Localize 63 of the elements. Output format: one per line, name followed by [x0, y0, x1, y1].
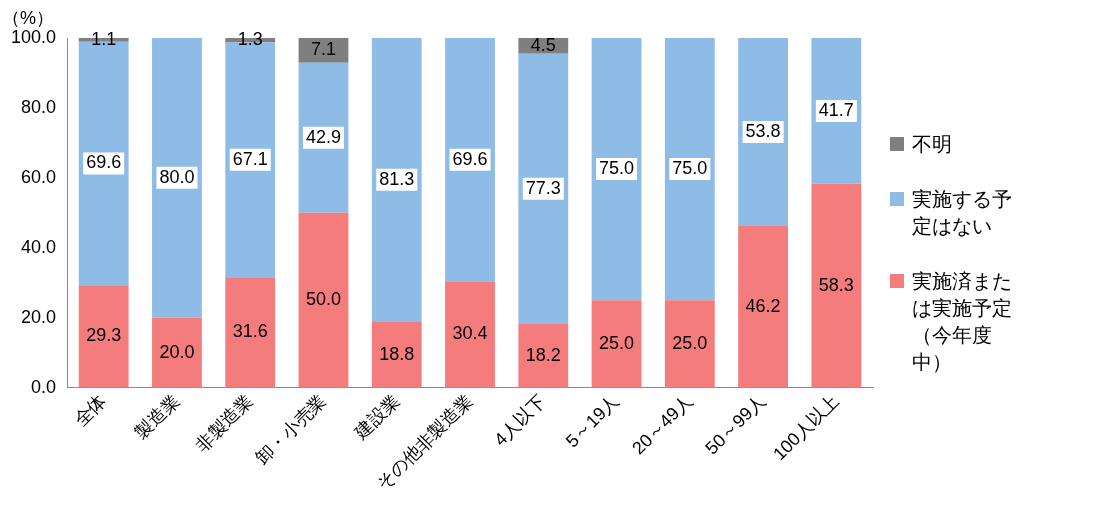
data-label: 67.1: [232, 148, 268, 169]
data-label: 20.0: [159, 341, 195, 362]
data-label: 18.2: [525, 344, 561, 365]
bar: [738, 38, 789, 227]
bar: [371, 38, 422, 322]
y-axis-title: （%）: [1, 7, 55, 28]
legend-label: 不明: [912, 131, 953, 157]
bar: [445, 38, 495, 282]
x-tick-label: 50～99人: [701, 390, 770, 459]
data-label: 80.0: [159, 166, 195, 187]
data-label: 25.0: [672, 332, 708, 353]
bar: [811, 183, 862, 388]
bar: [591, 38, 642, 301]
bar: [518, 324, 569, 388]
x-tick-label: 建設業: [350, 390, 404, 444]
data-label: 75.0: [672, 158, 708, 179]
data-label: 30.4: [452, 323, 488, 344]
bar: [445, 281, 495, 388]
x-tick-label: 100人以上: [769, 390, 843, 465]
y-tick-label: 0.0: [31, 376, 57, 397]
x-tick-label: 4人以下: [490, 390, 550, 450]
data-label: 41.7: [818, 99, 854, 120]
data-label: 46.2: [745, 295, 781, 316]
bar: [591, 300, 642, 388]
bar: [664, 300, 715, 388]
data-label: 69.6: [86, 152, 122, 173]
legend-label: 実施する予定はない: [912, 186, 1013, 239]
bar: [518, 53, 569, 324]
legend-label: 実施済または実施予定（今年度中）: [912, 268, 1013, 375]
data-label: 18.8: [379, 343, 415, 364]
bar: [78, 285, 129, 388]
data-label: 58.3: [818, 274, 854, 295]
data-label: 42.9: [305, 126, 342, 147]
x-tick-label: 全体: [70, 390, 111, 431]
y-tick-label: 20.0: [21, 306, 57, 327]
data-label: 50.0: [305, 289, 342, 310]
bar: [225, 277, 276, 388]
data-label: 1.3: [237, 29, 263, 50]
x-tick-label: 20～49人: [628, 390, 697, 459]
bar: [738, 226, 789, 388]
data-label: 31.6: [232, 321, 268, 342]
bar: [664, 38, 715, 301]
x-tick-label: 製造業: [130, 390, 184, 443]
bar: [298, 212, 349, 388]
data-label: 69.6: [452, 148, 488, 169]
data-label: 53.8: [745, 121, 781, 142]
data-label: 4.5: [530, 34, 556, 55]
bar: [298, 38, 349, 63]
y-tick-label: 60.0: [21, 166, 57, 187]
data-label: 7.1: [310, 39, 336, 60]
y-tick-label: 80.0: [21, 96, 57, 117]
data-label: 81.3: [379, 168, 415, 189]
data-label: 1.1: [91, 28, 117, 49]
y-tick-label: 100.0: [11, 26, 57, 47]
y-tick-label: 40.0: [21, 236, 57, 257]
data-label: 75.0: [599, 158, 635, 179]
x-tick-label: 5～19人: [562, 390, 623, 452]
data-label: 25.0: [599, 332, 635, 353]
data-label: 29.3: [86, 325, 122, 346]
bar: [152, 317, 202, 388]
bar: [371, 321, 422, 388]
bar: [152, 38, 202, 318]
data-label: 77.3: [525, 177, 561, 198]
